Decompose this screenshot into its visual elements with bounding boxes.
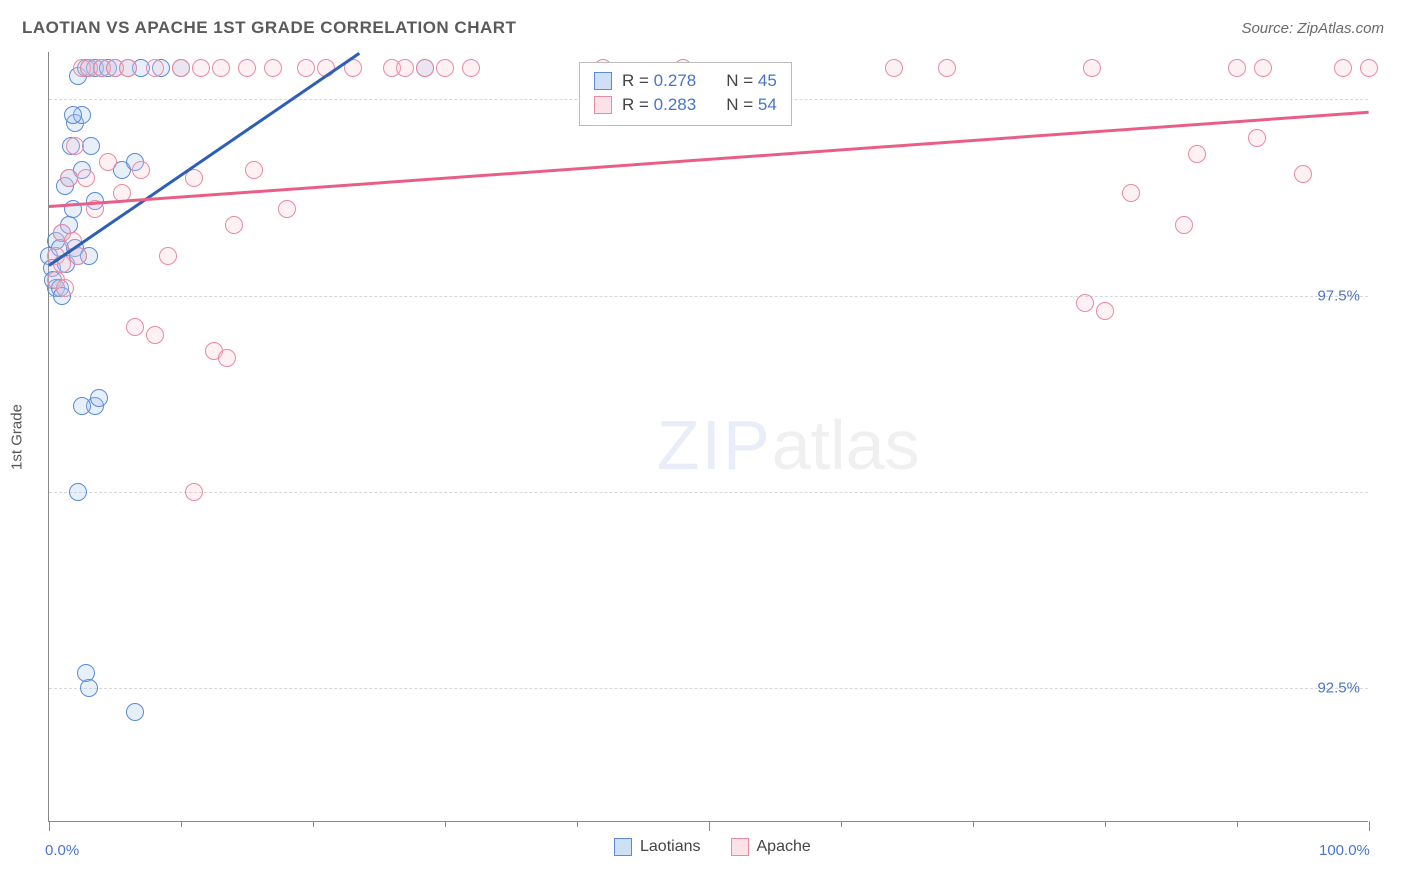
legend-item: Apache [731, 838, 811, 856]
data-point [69, 483, 87, 501]
x-tick [445, 821, 446, 827]
data-point [1254, 59, 1272, 77]
gridline [49, 296, 1368, 297]
stats-row: R = 0.278 N = 45 [594, 69, 777, 93]
x-tick [313, 821, 314, 827]
legend-swatch [594, 72, 612, 90]
legend-swatch [594, 96, 612, 114]
x-tick [181, 821, 182, 827]
data-point [238, 59, 256, 77]
trend-line [48, 52, 360, 267]
legend-swatch [731, 838, 749, 856]
data-point [297, 59, 315, 77]
legend-label: Laotians [640, 838, 701, 856]
data-point [126, 703, 144, 721]
stat-n-label: N = 45 [726, 71, 777, 91]
y-axis-label: 1st Grade [9, 404, 26, 470]
data-point [132, 161, 150, 179]
x-tick-label: 100.0% [1319, 842, 1370, 859]
data-point [1188, 145, 1206, 163]
y-tick-label: 92.5% [1317, 680, 1360, 697]
data-point [185, 483, 203, 501]
data-point [99, 153, 117, 171]
x-tick [1105, 821, 1106, 827]
gridline [49, 688, 1368, 689]
gridline [49, 492, 1368, 493]
data-point [1096, 302, 1114, 320]
x-tick [709, 821, 710, 831]
stats-box: R = 0.278 N = 45 R = 0.283 N = 54 [579, 62, 792, 126]
stat-r-label: R = 0.283 [622, 95, 696, 115]
legend-swatch [614, 838, 632, 856]
chart-title: LAOTIAN VS APACHE 1ST GRADE CORRELATION … [22, 18, 516, 38]
data-point [1334, 59, 1352, 77]
y-tick-label: 97.5% [1317, 287, 1360, 304]
data-point [1294, 165, 1312, 183]
data-point [126, 318, 144, 336]
stats-row: R = 0.283 N = 54 [594, 93, 777, 117]
data-point [1122, 184, 1140, 202]
data-point [218, 349, 236, 367]
data-point [80, 679, 98, 697]
data-point [436, 59, 454, 77]
data-point [212, 59, 230, 77]
data-point [56, 279, 74, 297]
data-point [1076, 294, 1094, 312]
data-point [66, 137, 84, 155]
data-point [396, 59, 414, 77]
data-point [192, 59, 210, 77]
data-point [416, 59, 434, 77]
data-point [264, 59, 282, 77]
data-point [225, 216, 243, 234]
legend: Laotians Apache [614, 838, 811, 856]
data-point [1248, 129, 1266, 147]
x-tick [1237, 821, 1238, 827]
data-point [119, 59, 137, 77]
legend-label: Apache [757, 838, 811, 856]
data-point [1228, 59, 1246, 77]
data-point [60, 169, 78, 187]
data-point [1083, 59, 1101, 77]
stat-r-label: R = 0.278 [622, 71, 696, 91]
watermark: ZIPatlas [657, 405, 920, 485]
x-tick [1369, 821, 1370, 831]
legend-item: Laotians [614, 838, 701, 856]
data-point [938, 59, 956, 77]
data-point [278, 200, 296, 218]
chart-source: Source: ZipAtlas.com [1241, 20, 1384, 37]
data-point [146, 326, 164, 344]
data-point [82, 137, 100, 155]
x-tick-label: 0.0% [45, 842, 79, 859]
data-point [1175, 216, 1193, 234]
x-tick [973, 821, 974, 827]
data-point [462, 59, 480, 77]
plot-area: 1st Grade 92.5%97.5%0.0%100.0%ZIPatlasR … [48, 52, 1368, 822]
data-point [172, 59, 190, 77]
x-tick [841, 821, 842, 827]
data-point [159, 247, 177, 265]
data-point [64, 106, 82, 124]
stat-n-label: N = 54 [726, 95, 777, 115]
data-point [885, 59, 903, 77]
data-point [245, 161, 263, 179]
x-tick [577, 821, 578, 827]
chart-header: LAOTIAN VS APACHE 1ST GRADE CORRELATION … [22, 18, 1384, 38]
data-point [146, 59, 164, 77]
data-point [73, 397, 91, 415]
data-point [1360, 59, 1378, 77]
data-point [90, 389, 108, 407]
x-tick [49, 821, 50, 831]
data-point [77, 169, 95, 187]
